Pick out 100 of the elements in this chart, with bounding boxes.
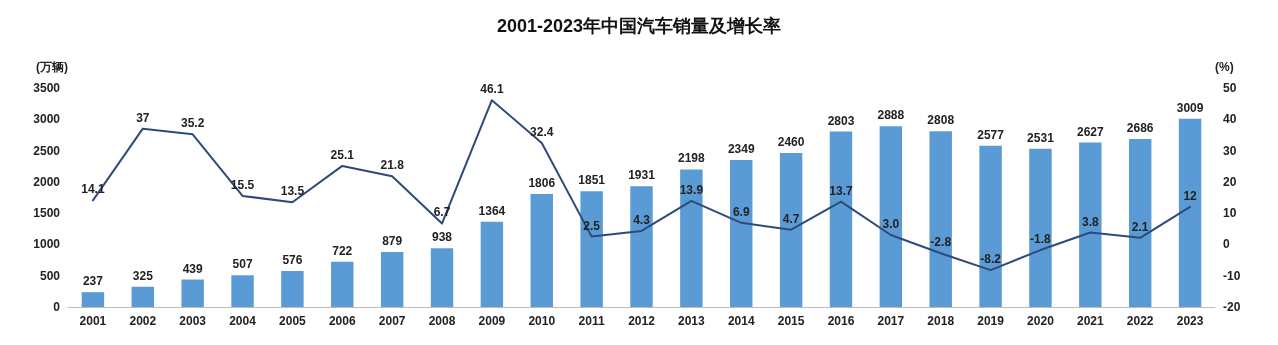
y-tick-label: 2000 [33,174,61,189]
x-tick-label: 2007 [378,314,406,328]
x-tick-label: 2015 [777,314,805,328]
data-label: -2.8 [930,235,952,250]
y2-tick-label: -10 [1223,268,1241,283]
bar [131,286,155,307]
x-tick-label: 2003 [179,314,207,328]
data-label: 37 [136,110,150,125]
x-tick-label: 2009 [478,314,506,328]
data-label: 46.1 [480,82,504,97]
data-label: 2.5 [583,218,601,233]
x-tick-label: 2016 [827,314,855,328]
bar [380,252,404,307]
bar [879,126,903,307]
bar [81,292,105,307]
x-tick-label: 2021 [1076,314,1104,328]
bar [281,270,304,307]
data-label: 3.0 [882,217,900,232]
y2-tick-label: -20 [1223,300,1241,314]
bar [231,275,254,307]
data-label: 12 [1183,188,1198,203]
data-label: 21.8 [380,158,405,173]
data-label: 2460 [777,135,805,150]
x-tick-label: 2020 [1027,314,1055,328]
data-label: 25.1 [330,147,355,162]
x-tick-label: 2018 [927,314,955,328]
bar [430,248,454,307]
data-label: 2627 [1076,124,1104,139]
x-tick-label: 2005 [279,314,307,328]
x-tick-label: 2002 [129,314,157,328]
x-tick-label: 2023 [1176,314,1204,328]
data-label: 6.9 [732,204,750,219]
x-tick-label: 2010 [528,314,556,328]
data-label: 4.3 [633,212,651,227]
x-tick-label: 2004 [229,314,257,328]
bar [530,194,553,307]
data-label: 2808 [927,113,955,128]
data-label: 1931 [628,168,656,183]
y2-tick-label: 20 [1223,174,1237,189]
x-tick-label: 2022 [1126,314,1154,328]
bar [480,221,504,307]
data-label: -8.2 [980,252,1002,267]
data-label: 13.7 [829,183,853,198]
data-label: 325 [132,268,154,283]
data-label: -1.8 [1030,232,1052,247]
x-tick-label: 2011 [578,314,605,328]
data-label: 1364 [478,203,506,218]
bar [580,191,603,307]
data-label: 2803 [827,113,855,128]
y-axis-title: (万辆) [36,60,68,74]
bar [1178,118,1202,307]
y2-tick-label: 50 [1223,81,1237,95]
data-label: 722 [332,243,353,258]
data-label: 2349 [727,142,755,157]
y2-tick-label: 30 [1223,143,1237,158]
data-label: 32.4 [530,125,554,140]
data-label: 2198 [678,151,706,166]
x-tick-label: 2008 [428,314,456,328]
data-label: 879 [382,234,403,248]
data-label: 35.2 [180,116,205,131]
y-tick-label: 3500 [33,81,61,95]
data-label: 4.7 [782,211,800,226]
bar [1029,148,1052,307]
data-label: 237 [82,274,104,289]
bar [630,186,653,307]
bar [929,131,952,307]
x-tick-label: 2017 [877,314,905,328]
data-label: 2888 [877,108,905,123]
x-tick-label: 2006 [328,314,356,328]
bar [1079,142,1102,307]
x-tick-label: 2019 [977,314,1005,328]
data-label: 938 [432,230,453,245]
data-label: 576 [282,252,303,267]
data-label: 507 [232,257,253,272]
bar [1128,138,1152,307]
chart-title: 2001-2023年中国汽车销量及增长率 [496,16,782,36]
x-tick-label: 2013 [678,314,706,328]
y2-tick-label: 40 [1223,112,1237,127]
x-tick-label: 2012 [628,314,656,328]
data-label: 2.1 [1131,219,1149,234]
data-label: 2577 [977,127,1005,142]
data-label: 1851 [578,173,606,188]
data-label: 1806 [528,176,556,190]
y2-axis-title: (%) [1215,60,1234,74]
data-label: 13.5 [280,184,305,199]
bar [829,131,853,307]
data-label: 2686 [1126,120,1154,135]
y-tick-label: 0 [53,300,61,314]
y-tick-label: 1000 [33,237,61,252]
bar [331,261,354,307]
bar [680,169,703,307]
y-tick-label: 3000 [33,112,61,127]
y-tick-label: 2500 [33,143,61,158]
bar [181,279,204,307]
data-label: 3009 [1176,100,1204,115]
bar [979,145,1002,307]
data-label: 2531 [1027,130,1055,145]
x-tick-label: 2001 [79,314,107,328]
data-label: 3.8 [1081,214,1099,229]
y-tick-label: 1500 [33,206,61,221]
